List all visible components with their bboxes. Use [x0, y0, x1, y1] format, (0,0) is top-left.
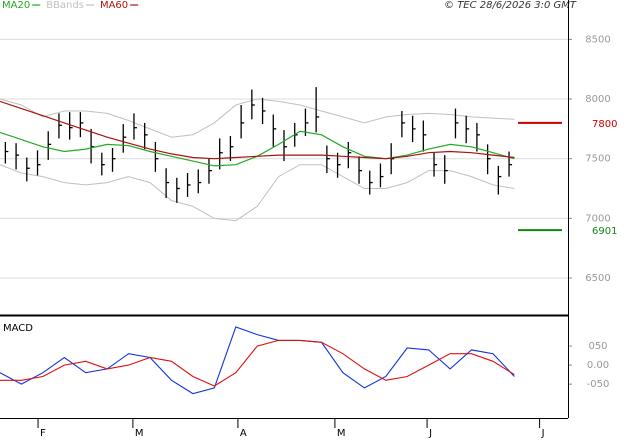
level-label: 7800 [592, 119, 617, 130]
y-tick-label: 050 [588, 341, 607, 352]
y-tick-label: 0.00 [587, 360, 609, 371]
band-lower [0, 164, 515, 222]
x-tick-label: M [135, 428, 144, 439]
level-label: 6901 [592, 226, 617, 237]
y-tick-label: 6500 [585, 273, 610, 284]
macd-line [0, 339, 515, 387]
band-upper [0, 98, 515, 138]
y-tick-label: 7000 [585, 213, 610, 224]
ma-line [0, 100, 515, 160]
x-tick-label: M [337, 428, 346, 439]
x-tick-label: J [428, 428, 432, 439]
macd-line [0, 326, 515, 395]
legend-label: MA20 [2, 0, 30, 11]
x-tick-label: J [541, 428, 545, 439]
legend-label: MA60 [100, 0, 128, 11]
legend-label: BBands [46, 0, 84, 11]
panel-title: MACD [3, 323, 33, 334]
source: © TEC 28/6/2026 3:0 GMT [444, 0, 577, 11]
x-tick-label: A [240, 428, 247, 439]
y-tick-label: 8500 [585, 34, 610, 45]
y-tick-label: -050 [587, 379, 610, 390]
y-tick-label: 8000 [585, 94, 610, 105]
y-tick-label: 7500 [585, 154, 610, 165]
x-tick-label: F [40, 428, 46, 439]
plot-bg [0, 0, 568, 418]
